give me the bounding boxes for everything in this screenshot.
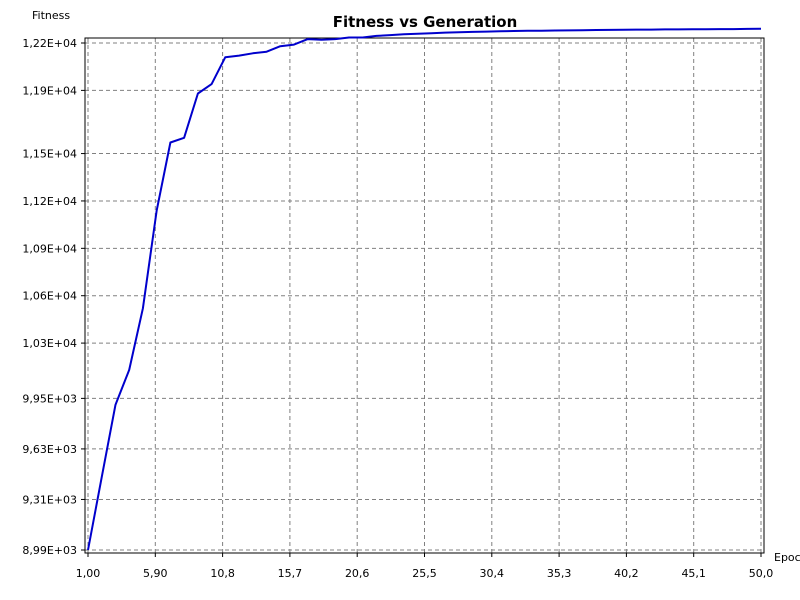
y-tick-label: 1,03E+04 (22, 337, 77, 350)
y-tick-label: 1,12E+04 (22, 195, 77, 208)
x-axis-ticks: 1,00 5,90 10,8 15,7 20,6 25,5 30,4 35,3 40,2 45,1… (76, 553, 774, 580)
x-tick-label: 5,90 (143, 567, 168, 580)
grid (85, 38, 764, 553)
y-tick-label: 1,15E+04 (22, 148, 77, 161)
y-tick-label: 9,95E+03 (22, 392, 77, 405)
y-tick-label: 1,19E+04 (22, 84, 77, 97)
x-tick-label: 45,1 (681, 567, 706, 580)
chart-title: Fitness vs Generation (333, 13, 518, 31)
y-tick-label: 1,09E+04 (22, 242, 77, 255)
x-tick-label: 40,2 (614, 567, 639, 580)
x-tick-label: 25,5 (412, 567, 437, 580)
series-line (87, 27, 762, 551)
x-tick-label: 1,00 (76, 567, 101, 580)
x-tick-label: 15,7 (278, 567, 303, 580)
x-tick-label: 35,3 (547, 567, 572, 580)
y-tick-label: 1,06E+04 (22, 290, 77, 303)
x-tick-label: 50,0 (749, 567, 774, 580)
series-layer (87, 27, 762, 551)
x-axis-title: Epoc (774, 551, 800, 564)
x-tick-label: 30,4 (480, 567, 505, 580)
y-tick-label: 9,63E+03 (22, 443, 77, 456)
y-axis-ticks: 8,99E+03 9,31E+03 9,63E+03 9,95E+03 1,03E+04… (22, 37, 85, 557)
x-tick-label: 20,6 (345, 567, 370, 580)
y-tick-label: 1,22E+04 (22, 37, 77, 50)
y-axis-title: Fitness (32, 9, 70, 22)
y-tick-label: 8,99E+03 (22, 544, 77, 557)
x-tick-label: 10,8 (210, 567, 235, 580)
y-tick-label: 9,31E+03 (22, 493, 77, 506)
